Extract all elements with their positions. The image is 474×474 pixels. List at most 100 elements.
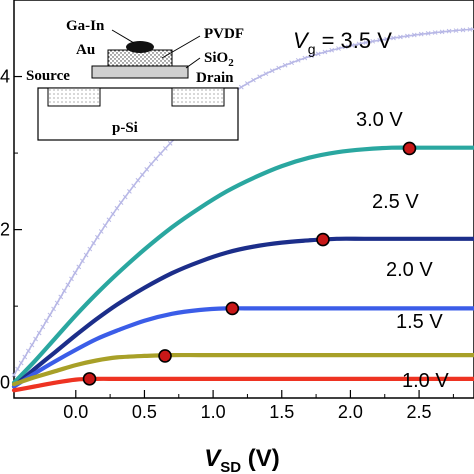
series-point [26, 348, 31, 354]
series-point [139, 172, 145, 178]
saturation-point [158, 349, 172, 363]
inset-label-drain: Drain [196, 70, 234, 86]
series-point [98, 229, 104, 234]
label-vg-3-5: Vg = 3.5 V [293, 28, 392, 57]
series-point [418, 31, 424, 37]
series-point [251, 77, 256, 83]
saturation-point [82, 372, 97, 386]
series-point [91, 240, 96, 246]
series-point [453, 28, 459, 33]
series-point [61, 288, 67, 294]
x-axis-ticks: 0.0 0.5 1.0 1.5 2.0 2.5 [63, 390, 454, 422]
series-point [110, 211, 116, 217]
series-point [289, 60, 294, 66]
y-tick-label: 2 [0, 220, 10, 240]
series-point [106, 217, 112, 223]
series-point [282, 62, 288, 68]
series-line-1-5-v [11, 352, 474, 387]
inset-label-p-si: p-Si [112, 120, 138, 136]
series-point [411, 32, 417, 38]
series-point [83, 252, 89, 258]
series-point [33, 336, 38, 342]
inset-label-pvdf: PVDF [204, 26, 244, 42]
series-point [269, 68, 275, 74]
plot-area [13, 0, 474, 399]
ga-in-droplet [126, 41, 154, 53]
series-point [342, 44, 348, 50]
series-point [446, 28, 452, 34]
series-point [43, 318, 49, 324]
series-point [40, 324, 46, 330]
series-point [118, 200, 124, 205]
saturation-point [316, 232, 330, 247]
label-3-0v: 3.0 V [356, 109, 403, 131]
series-line-3-0-v [11, 145, 474, 385]
inset-label-ga-in: Ga-In [66, 18, 105, 34]
x-tick-label: 0.0 [63, 402, 88, 422]
series-line-2-5-v [11, 236, 474, 389]
series-point [398, 34, 403, 40]
series-point [391, 35, 396, 41]
series-point [131, 183, 137, 189]
x-tick-label: 2.5 [407, 402, 432, 422]
series-point [349, 42, 355, 48]
source-region [47, 87, 101, 107]
series-point [370, 38, 376, 44]
sio2-layer [91, 65, 189, 79]
series-point [315, 51, 321, 57]
y-tick-label: 4 [0, 67, 10, 87]
series-point [135, 177, 141, 183]
series-point [122, 194, 128, 200]
series-point [144, 167, 150, 172]
series-point [15, 366, 20, 372]
label-2-5v: 2.5 V [372, 191, 419, 213]
series-point [36, 330, 42, 336]
x-tick-label: 0.5 [132, 402, 157, 422]
saturation-point [225, 301, 240, 316]
inset-label-sio2: SiO2 [204, 50, 234, 69]
x-axis-label: VSD (V) [204, 445, 280, 474]
series-point [22, 354, 28, 360]
series-point [95, 234, 100, 240]
series-point [309, 53, 314, 59]
series-point [439, 29, 445, 35]
x-tick-label: 2.0 [338, 402, 363, 422]
series-point [432, 30, 438, 35]
label-1-0v: 1.0 V [402, 370, 449, 392]
label-1-5v: 1.5 V [396, 311, 443, 333]
series-point [295, 57, 301, 63]
series-point [322, 49, 328, 55]
y-tick-label: 0 [0, 373, 10, 393]
series-point [127, 189, 132, 194]
series-point [460, 27, 466, 33]
series-point [329, 47, 335, 53]
series-point [72, 270, 78, 276]
drain-region [171, 87, 225, 107]
series-point [167, 141, 173, 146]
saturation-markers [82, 141, 417, 386]
series-point [276, 65, 282, 71]
series-point [76, 264, 82, 270]
series-point [302, 55, 308, 61]
series-point [238, 84, 244, 90]
series-point [148, 161, 154, 167]
series-point [467, 27, 473, 32]
series-point [377, 37, 383, 43]
series-point [244, 81, 250, 86]
series-point [80, 258, 85, 264]
series-point [47, 312, 53, 318]
series-point [404, 33, 410, 39]
series-point [162, 146, 168, 151]
inset-label-source: Source [26, 68, 70, 84]
label-2-0v: 2.0 V [386, 259, 433, 281]
series-point [65, 282, 71, 288]
series-point [363, 40, 369, 45]
series-point [263, 71, 269, 77]
x-tick-label: 1.0 [201, 402, 226, 422]
series-point [336, 46, 341, 51]
series-point [87, 246, 93, 252]
inset-label-au: Au [76, 42, 95, 58]
series-point [114, 205, 120, 211]
series-point [158, 151, 163, 156]
